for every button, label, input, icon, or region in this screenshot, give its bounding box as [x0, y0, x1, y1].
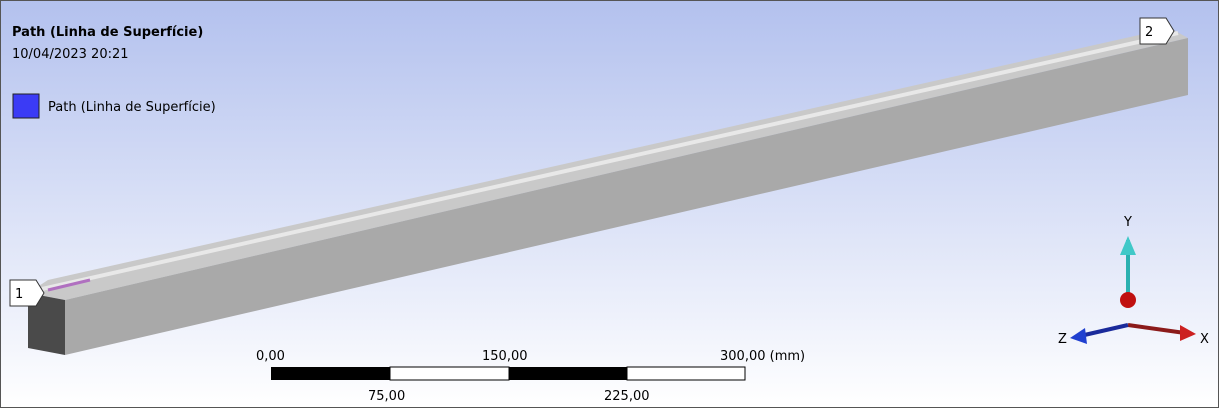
scale-segment — [271, 367, 390, 380]
viewport: Path (Linha de Superfície) 10/04/2023 20… — [0, 0, 1219, 408]
point-label: 1 — [15, 287, 23, 302]
axis-label: Y — [1123, 215, 1132, 230]
page: Path (Linha de Superfície) 10/04/2023 20… — [0, 0, 1219, 412]
legend-label: Path (Linha de Superfície) — [48, 100, 216, 115]
scale-segment — [627, 367, 745, 380]
timestamp: 10/04/2023 20:21 — [12, 47, 129, 62]
scale-segment — [390, 367, 509, 380]
axis-label: Z — [1058, 332, 1067, 347]
scale-label: 150,00 — [482, 349, 528, 364]
legend-swatch — [13, 94, 39, 118]
scale-label: 0,00 — [256, 349, 285, 364]
scale-segment — [509, 367, 627, 380]
origin — [1120, 292, 1136, 308]
point-label: 2 — [1145, 25, 1153, 40]
axis-label: X — [1200, 332, 1209, 347]
title: Path (Linha de Superfície) — [12, 25, 203, 40]
scale-label: 225,00 — [604, 389, 650, 404]
scale-label: 75,00 — [368, 389, 405, 404]
scale-label: 300,00 (mm) — [720, 349, 805, 364]
